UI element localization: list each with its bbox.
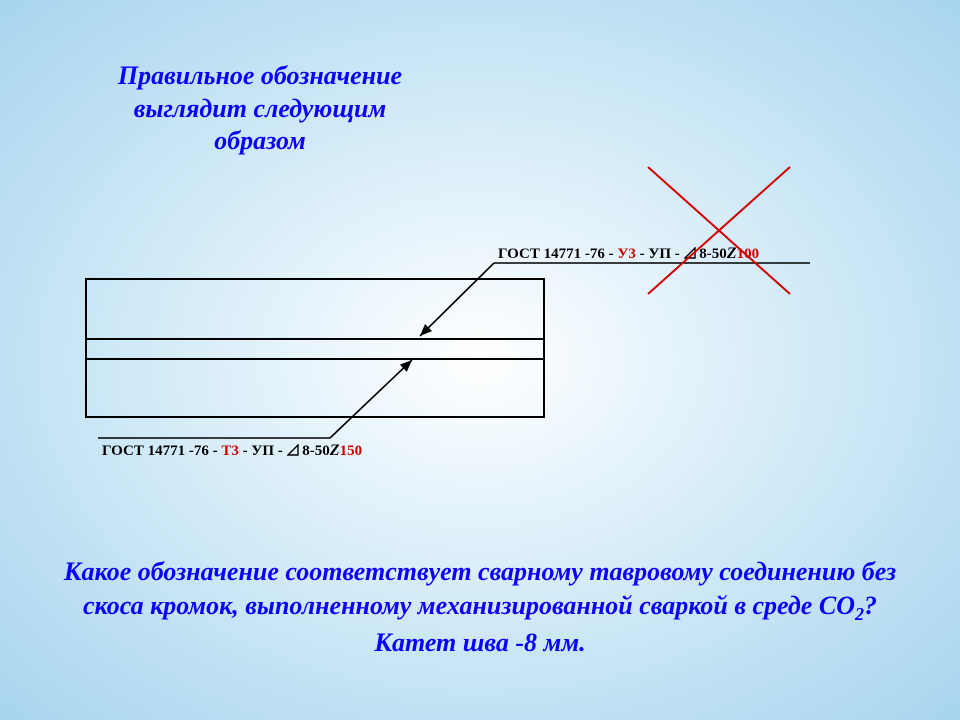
upper-gost: ГОСТ 14771 -76 - [498,246,617,262]
lower-code: Т3 [221,443,239,459]
title: Правильное обозначение выглядит следующи… [95,60,425,158]
weld-gap-bottom [85,358,545,360]
question-sub: 2 [855,604,864,624]
question-p1: Какое обозначение соответствует сварному… [64,557,896,620]
upper-tail1: 8-50 [696,246,727,262]
upper-z: Z [727,245,737,262]
lower-weld-label: ГОСТ 14771 -76 - Т3 - УП - 8-50Z150 [102,442,362,460]
upper-code: У3 [617,246,636,262]
question-text: Какое обозначение соответствует сварному… [50,555,910,660]
upper-weld-label: ГОСТ 14771 -76 - У3 - УП - 8-50Z100 [498,245,759,263]
lower-tail2: 150 [340,443,363,459]
upper-tail2: 100 [737,246,760,262]
lower-z: Z [330,442,340,459]
triangle-icon [684,247,696,259]
lower-tail1: 8-50 [299,443,330,459]
weld-rect [85,278,545,418]
triangle-icon [287,444,299,456]
weld-gap-top [85,338,545,340]
upper-mid: - УП - [636,246,684,262]
lower-mid: - УП - [239,443,287,459]
lower-gost: ГОСТ 14771 -76 - [102,443,221,459]
